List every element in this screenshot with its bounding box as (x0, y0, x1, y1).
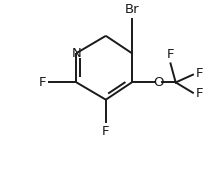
Text: F: F (196, 87, 203, 100)
Text: F: F (167, 48, 174, 61)
Text: F: F (196, 67, 203, 80)
Text: Br: Br (124, 3, 139, 16)
Text: F: F (102, 125, 110, 138)
Text: F: F (39, 76, 46, 89)
Text: N: N (72, 47, 81, 60)
Text: O: O (153, 76, 164, 89)
